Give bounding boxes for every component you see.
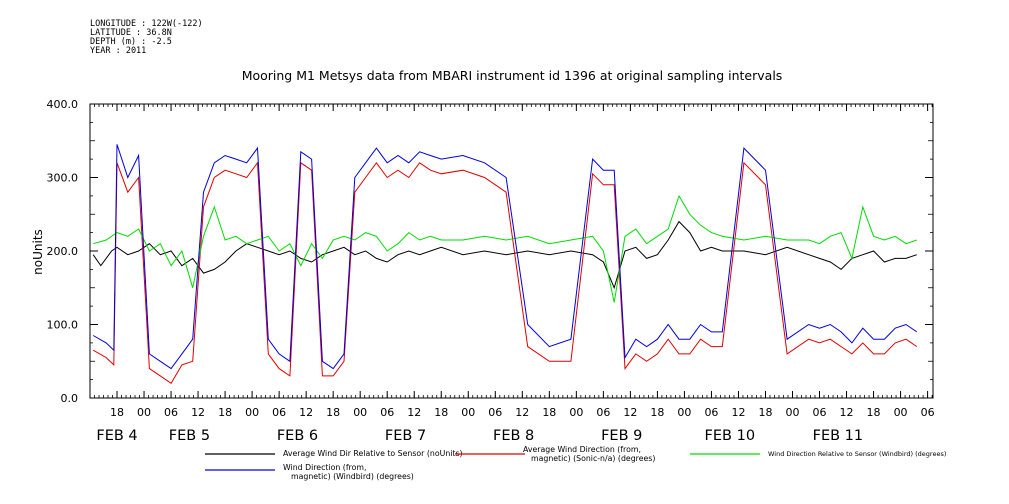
x-tick-label: 12 <box>840 406 854 419</box>
x-day-label: FEB 5 <box>169 428 210 444</box>
x-tick-label: 06 <box>488 406 502 419</box>
x-day-label: FEB 9 <box>601 428 642 444</box>
legend-label-2: Average Wind Direction (from, <box>523 445 641 454</box>
series-line-4 <box>92 144 918 370</box>
x-day-label: FEB 10 <box>705 428 756 444</box>
y-tick-label: 300.0 <box>47 172 79 185</box>
x-tick-label: 00 <box>677 406 691 419</box>
plot-frame <box>89 103 934 399</box>
x-tick-label: 00 <box>137 406 151 419</box>
x-tick-label: 00 <box>245 406 259 419</box>
plot-border <box>89 103 934 399</box>
x-day-label: FEB 6 <box>277 428 318 444</box>
latitude-text: LATITUDE : 36.8N <box>90 28 172 38</box>
year-text: YEAR : 2011 <box>90 46 147 56</box>
y-tick-label: 100.0 <box>47 319 79 332</box>
x-tick-label: 00 <box>569 406 583 419</box>
y-axis-label: noUnits <box>31 229 45 275</box>
x-tick-label: 18 <box>758 406 772 419</box>
chart-title: Mooring M1 Metsys data from MBARI instru… <box>242 68 783 83</box>
x-tick-label: 12 <box>623 406 637 419</box>
x-tick-label: 12 <box>515 406 529 419</box>
legend-label-4-line2: magnetic) (Windbird) (degrees) <box>291 472 414 481</box>
x-tick-label: 18 <box>434 406 448 419</box>
metadata-block: LONGITUDE : 122W(-122) LATITUDE : 36.8N … <box>90 20 203 56</box>
x-tick-label: 12 <box>299 406 313 419</box>
x-tick-label: 12 <box>731 406 745 419</box>
legend: Average Wind Dir Relative to Sensor (noU… <box>205 445 946 481</box>
x-tick-label: 18 <box>110 406 124 419</box>
legend-label-4: Wind Direction (from, <box>283 463 366 472</box>
x-tick-label: 06 <box>272 406 286 419</box>
y-tick-label: 400.0 <box>47 98 79 111</box>
x-tick-label: 12 <box>407 406 421 419</box>
y-tick-label: 200.0 <box>47 245 79 258</box>
series-line-2 <box>92 161 918 385</box>
x-day-label: FEB 7 <box>385 428 426 444</box>
x-tick-label: 06 <box>596 406 610 419</box>
x-tick-label: 18 <box>650 406 664 419</box>
x-tick-label: 00 <box>353 406 367 419</box>
x-tick-label: 00 <box>786 406 800 419</box>
depth-text: DEPTH (m) : -2.5 <box>90 37 172 47</box>
x-tick-label: 06 <box>704 406 718 419</box>
x-tick-label: 18 <box>326 406 340 419</box>
x-tick-label: 06 <box>921 406 935 419</box>
axis-layer: 18 00 06 12 18 00 06 12 18 00 06 12 18 00 06 12 18 00 06 12… <box>47 98 935 444</box>
x-tick-label: 12 <box>191 406 205 419</box>
y-tick-label: 0.0 <box>61 392 79 405</box>
x-day-label: FEB 4 <box>96 428 137 444</box>
x-tick-label: 00 <box>461 406 475 419</box>
series-line-1 <box>92 220 917 290</box>
x-day-label: FEB 11 <box>813 428 864 444</box>
x-tick-label: 18 <box>218 406 232 419</box>
legend-label-3: Wind Direction Relative to Sensor (Windb… <box>768 450 946 458</box>
legend-label-2-line2: magnetic) (Sonic-n/a) (degrees) <box>531 454 655 463</box>
legend-label-1: Average Wind Dir Relative to Sensor (noU… <box>283 449 463 458</box>
x-tick-label: 06 <box>164 406 178 419</box>
x-tick-label: 18 <box>542 406 556 419</box>
x-tick-label: 06 <box>813 406 827 419</box>
series-layer <box>92 144 918 385</box>
x-tick-label: 00 <box>894 406 908 419</box>
x-tick-label: 18 <box>867 406 881 419</box>
longitude-text: LONGITUDE : 122W(-122) <box>90 19 203 29</box>
series-line-3 <box>93 194 917 303</box>
x-tick-label: 06 <box>380 406 394 419</box>
x-day-label: FEB 8 <box>493 428 534 444</box>
